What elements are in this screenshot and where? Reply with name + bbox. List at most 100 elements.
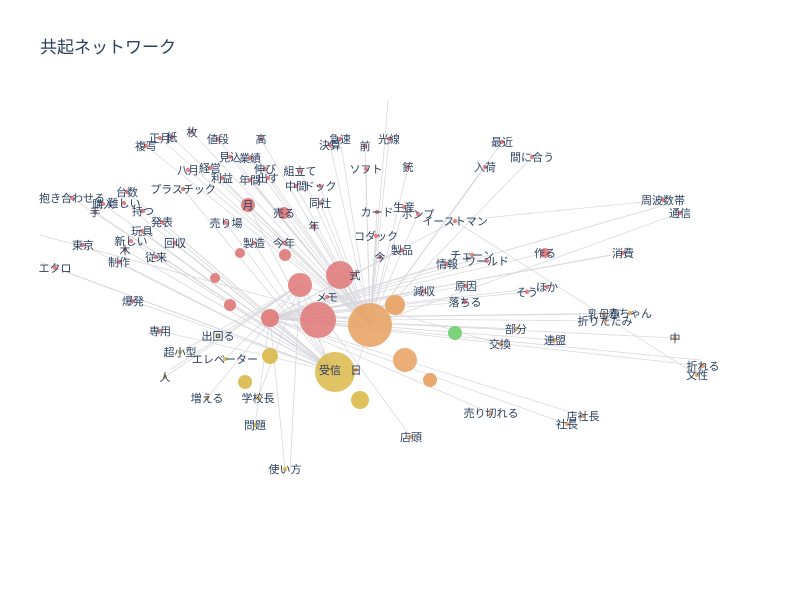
node-26 — [180, 186, 186, 192]
node-label-57: ワールド — [465, 255, 509, 268]
node-34 — [278, 207, 290, 219]
node-label-78: 受信 — [319, 364, 341, 377]
node-63 — [463, 283, 469, 289]
node-79 — [204, 395, 210, 401]
node-label-13: 業績 — [239, 151, 261, 165]
node-label-23: 出す — [257, 171, 279, 185]
node-label-71: 赤ちゃん — [608, 307, 652, 320]
node-52 — [620, 250, 626, 256]
node-label-21: 利益 — [211, 171, 233, 185]
node-12 — [227, 154, 233, 160]
node-label-56: チェーン — [450, 249, 493, 262]
node-45 — [80, 242, 86, 248]
node-92 — [353, 367, 359, 373]
node-49 — [281, 240, 287, 246]
node-label-42: 年 — [309, 219, 320, 233]
node-label-68: 連盟 — [544, 333, 566, 347]
node-8 — [362, 143, 368, 149]
edge-48 — [253, 242, 336, 373]
node-68 — [552, 337, 558, 343]
node-54 — [153, 254, 159, 260]
edge-60 — [132, 300, 336, 373]
node-label-75: 超小型 — [164, 345, 197, 359]
node-65 — [524, 289, 530, 295]
node-label-24: 中間 — [285, 180, 307, 193]
node-22 — [247, 177, 253, 183]
node-label-18: ソフト — [350, 163, 383, 176]
node-81 — [252, 422, 258, 428]
node-label-16: 伸び — [254, 163, 276, 176]
edge-7 — [339, 138, 371, 326]
node-label-7: 急速 — [329, 132, 351, 146]
node-93 — [377, 254, 383, 260]
node-13 — [247, 155, 253, 161]
node-label-8: 前 — [360, 139, 371, 153]
node-87 — [700, 363, 706, 369]
node-label-37: ポンプ — [402, 208, 435, 221]
node-59 — [444, 261, 450, 267]
node-94 — [352, 272, 358, 278]
node-label-35: カード — [361, 206, 394, 219]
node-55 — [116, 259, 122, 265]
node-90 — [677, 210, 683, 216]
node-label-60: 爆発 — [122, 294, 144, 308]
node-96 — [300, 302, 336, 338]
node-label-67: 部分 — [505, 322, 527, 336]
node-105 — [262, 348, 278, 364]
node-label-11: 間に合う — [510, 150, 554, 164]
node-27 — [124, 189, 130, 195]
node-21 — [219, 175, 225, 181]
node-label-73: 交換 — [489, 337, 511, 351]
edge-54 — [155, 256, 336, 373]
node-3 — [215, 136, 221, 142]
node-31 — [92, 209, 98, 215]
edge-90 — [369, 212, 681, 326]
node-78 — [327, 367, 333, 373]
node-11 — [529, 154, 535, 160]
node-label-32: 持つ — [132, 204, 154, 218]
node-label-26: プラスチック — [150, 183, 216, 196]
node-70 — [601, 311, 607, 317]
node-28 — [69, 195, 75, 201]
node-107 — [224, 299, 236, 311]
node-24 — [293, 183, 299, 189]
node-37 — [415, 211, 421, 217]
node-57 — [484, 258, 490, 264]
spoke-edge-2 — [39, 261, 336, 373]
node-56 — [469, 252, 475, 258]
node-label-86: 使い方 — [269, 462, 302, 476]
node-4 — [258, 136, 264, 142]
node-97 — [348, 303, 392, 347]
spoke-edge-4 — [269, 317, 701, 361]
node-108 — [351, 391, 369, 409]
node-109 — [423, 373, 437, 387]
node-label-62: 減収 — [413, 284, 435, 298]
node-19 — [405, 164, 411, 170]
node-label-49: 今年 — [273, 236, 295, 250]
edge-32 — [142, 210, 336, 373]
edge-77 — [164, 284, 301, 378]
spoke-edge-7 — [289, 284, 301, 471]
node-76 — [222, 356, 228, 362]
node-label-36: 生産 — [393, 200, 415, 214]
node-50 — [399, 247, 405, 253]
edge-55 — [118, 261, 336, 373]
node-99 — [261, 309, 279, 327]
edge-16 — [264, 168, 371, 326]
node-1 — [169, 134, 175, 140]
node-label-70: 乳母車 — [588, 307, 621, 321]
node-41 — [139, 228, 145, 234]
node-58 — [52, 265, 58, 271]
node-label-93: 今 — [375, 250, 386, 264]
node-label-20: 入荷 — [474, 161, 496, 174]
node-103 — [385, 295, 405, 315]
node-88 — [694, 372, 700, 378]
edge-38 — [161, 221, 336, 373]
node-label-77: 人 — [160, 371, 171, 384]
node-label-45: 東京 — [72, 238, 94, 252]
edge-0 — [159, 137, 371, 326]
node-85 — [408, 434, 414, 440]
node-layer — [52, 129, 706, 472]
